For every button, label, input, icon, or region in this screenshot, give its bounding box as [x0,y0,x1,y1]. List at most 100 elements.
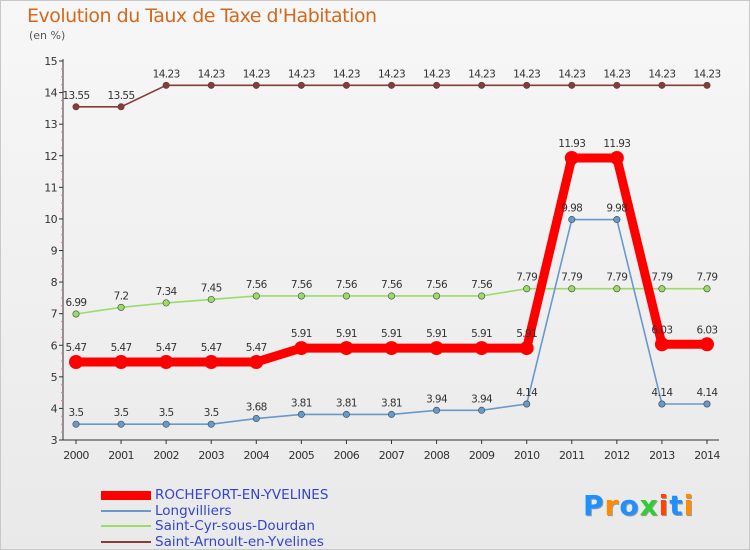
legend-label: Saint-Arnoult-en-Yvelines [155,533,324,550]
data-label: 7.45 [201,282,222,294]
data-point [297,292,305,300]
data-point [117,420,125,428]
data-point [384,341,399,356]
x-tick-label: 2008 [424,449,450,462]
data-point [252,81,260,89]
series-line-1 [75,218,708,426]
data-point [700,337,714,352]
y-tick-label: 13 [44,118,57,131]
legend-item: Saint-Cyr-sous-Dourdan [99,518,399,534]
data-point [523,81,531,89]
data-label: 5.47 [156,342,177,354]
legend-swatch [101,491,151,500]
data-point [162,81,170,89]
data-label: 4.14 [697,387,719,399]
data-point [519,341,534,356]
data-point [117,103,125,111]
data-point [523,285,531,293]
data-point [207,81,215,89]
data-point [478,81,486,89]
data-label: 7.79 [651,272,672,284]
chart-title: Evolution du Taux de Taxe d'Habitation [27,5,377,27]
data-label: 14.23 [198,68,225,80]
data-label: 7.2 [114,290,129,302]
data-point [342,81,350,89]
x-tick-label: 2007 [379,449,405,462]
data-point [159,354,174,369]
data-point [72,103,80,111]
data-point [297,81,305,89]
data-label: 5.91 [291,328,312,340]
data-label: 3.5 [159,407,174,419]
data-label: 14.23 [423,68,450,80]
data-point [658,81,666,89]
data-label: 5.47 [246,342,267,354]
data-label: 3.81 [336,397,357,409]
data-label: 5.91 [471,328,492,340]
data-label: 7.34 [156,286,178,298]
data-label: 6.03 [651,324,672,336]
y-tick-label: 10 [44,213,57,226]
data-point [207,295,215,303]
data-point [252,415,260,423]
data-point [162,420,170,428]
logo-letter: P [583,489,605,522]
data-point [613,81,621,89]
data-label: 9.98 [606,203,627,215]
data-label: 5.47 [66,342,87,354]
data-point [703,400,711,408]
data-point [387,410,395,418]
y-tick-label: 7 [51,308,58,321]
x-tick-label: 2000 [63,449,89,462]
data-point [69,354,83,369]
data-point [339,341,354,356]
data-label: 5.91 [426,328,447,340]
data-point [204,354,219,369]
y-tick-label: 12 [44,150,57,163]
data-point [568,285,576,293]
data-label: 14.23 [603,68,630,80]
data-point [387,292,395,300]
data-label: 4.14 [516,387,538,399]
x-tick-label: 2006 [334,449,360,462]
data-label: 11.93 [558,138,585,150]
data-point [72,420,80,428]
data-point [478,406,486,414]
y-tick-label: 14 [44,87,57,100]
data-point [568,216,576,224]
legend-item: ROCHEFORT-EN-YVELINES [99,487,399,503]
logo-letter: o [619,489,640,522]
data-point [252,292,260,300]
y-tick-label: 8 [51,276,58,289]
data-label: 14.23 [333,68,360,80]
data-label: 7.56 [471,279,493,291]
data-label: 11.93 [603,138,630,150]
data-point [387,81,395,89]
data-label: 6.03 [697,324,718,336]
data-point [613,216,621,224]
data-point [117,303,125,311]
data-point [72,310,80,318]
data-label: 14.23 [648,68,675,80]
legend-swatch [101,509,151,512]
data-label: 3.5 [204,407,219,419]
logo-letter: i [683,489,695,522]
legend-swatch [101,540,151,543]
data-label: 7.56 [381,279,403,291]
y-tick-label: 9 [51,245,58,258]
data-label: 14.23 [468,68,495,80]
data-label: 7.79 [606,272,627,284]
data-label: 3.81 [381,397,402,409]
x-tick-label: 2014 [694,449,720,462]
data-point [249,354,264,369]
legend-swatch [101,525,151,527]
y-tick-label: 11 [44,181,57,194]
data-point [568,81,576,89]
data-point [207,420,215,428]
y-tick-label: 6 [51,339,58,352]
data-label: 7.56 [336,279,358,291]
data-label: 7.79 [516,272,537,284]
data-point [342,292,350,300]
data-point [564,150,579,165]
